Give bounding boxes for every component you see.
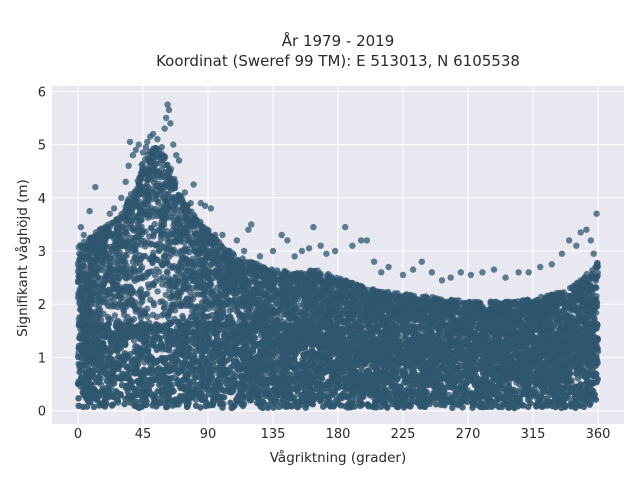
scatter-point (110, 303, 118, 310)
scatter-point (87, 263, 94, 270)
scatter-point (121, 224, 128, 231)
chart-title-line1: År 1979 - 2019 (282, 31, 395, 50)
data-points (74, 101, 602, 412)
scatter-point (149, 311, 157, 318)
chart-title-line2: Koordinat (Sweref 99 TM): E 513013, N 61… (156, 52, 520, 70)
scatter-point (549, 326, 556, 333)
scatter-point (165, 311, 172, 318)
scatter-point (155, 180, 162, 187)
scatter-point (162, 291, 170, 298)
scatter-point (137, 300, 144, 307)
scatter-point (161, 252, 169, 260)
scatter-point (111, 312, 119, 319)
scatter-point (159, 298, 166, 305)
scatter-point (154, 288, 161, 295)
scatter-point (155, 247, 163, 254)
scatter-point (216, 292, 223, 300)
